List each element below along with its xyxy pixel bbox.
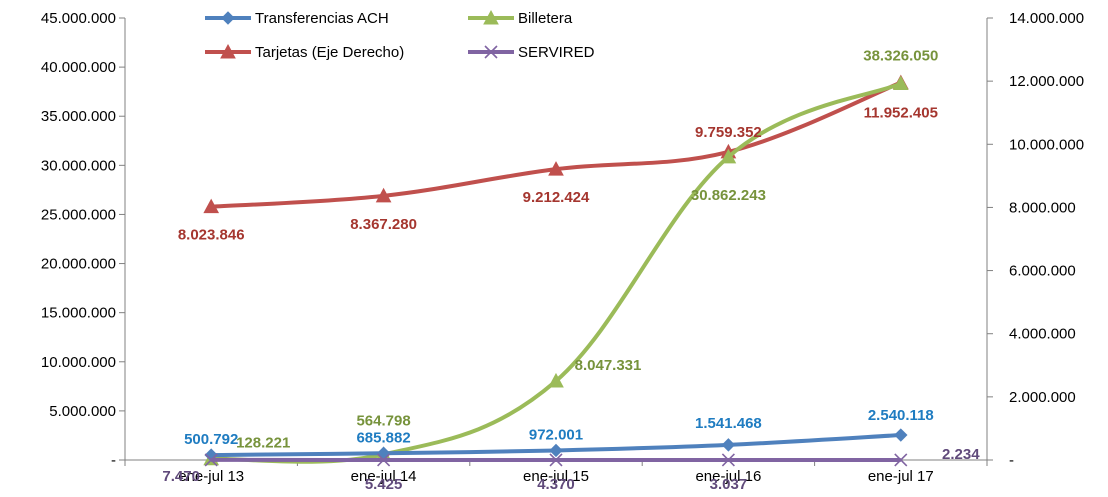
data-point-billetera xyxy=(548,372,564,388)
y-right-tick-label: 14.000.000 xyxy=(1009,10,1084,27)
y-right-tick-label: 4.000.000 xyxy=(1009,326,1076,343)
data-label-transferencias-ach: 2.540.118 xyxy=(868,407,934,424)
y-right-tick-label: 2.000.000 xyxy=(1009,389,1076,406)
y-left-tick-label: 25.000.000 xyxy=(41,206,116,223)
data-point-tarjetas-eje-derecho xyxy=(548,161,564,176)
data-label-tarjetas-eje-derecho: 8.023.846 xyxy=(178,227,245,244)
data-point-transferencias-ach xyxy=(549,443,563,458)
data-label-transferencias-ach: 1.541.468 xyxy=(695,415,762,432)
data-point-transferencias-ach xyxy=(894,428,908,442)
data-point-billetera xyxy=(892,75,909,91)
y-right-tick-label: 8.000.000 xyxy=(1009,199,1076,216)
data-label-servired: 2.234 xyxy=(942,446,980,463)
data-label-transferencias-ach: 972.001 xyxy=(529,426,583,443)
x-tick-label: ene-jul 16 xyxy=(695,468,761,485)
legend-label-transferencias-ach: Transferencias ACH xyxy=(255,10,389,27)
data-point-servired xyxy=(894,453,908,467)
data-point-servired xyxy=(377,453,391,467)
y-left-tick-label: 10.000.000 xyxy=(41,354,116,371)
y-right-tick-label: - xyxy=(1009,452,1014,469)
legend-marker-billetera xyxy=(483,9,499,25)
y-left-tick-label: 20.000.000 xyxy=(41,256,116,273)
x-tick-label: ene-jul 14 xyxy=(351,468,417,485)
legend-marker-transferencias-ach xyxy=(221,11,235,25)
y-left-tick-label: - xyxy=(111,452,116,469)
data-label-tarjetas-eje-derecho: 9.212.424 xyxy=(523,189,590,206)
data-label-servired: 3.037 xyxy=(710,476,748,493)
legend-marker-servired xyxy=(484,45,498,59)
data-point-servired xyxy=(204,453,218,467)
series-line-billetera xyxy=(211,81,902,464)
y-left-tick-label: 40.000.000 xyxy=(41,59,116,76)
data-point-servired xyxy=(721,453,735,467)
legend-label-billetera: Billetera xyxy=(518,10,573,27)
x-tick-label: ene-jul 13 xyxy=(178,468,244,485)
legend-label-servired: SERVIRED xyxy=(518,44,595,61)
data-point-transferencias-ach xyxy=(721,438,736,452)
data-label-billetera: 128.221 xyxy=(236,435,290,452)
x-tick-label: ene-jul 17 xyxy=(868,468,934,485)
y-left-tick-label: 5.000.000 xyxy=(49,403,116,420)
data-point-tarjetas-eje-derecho xyxy=(375,187,392,203)
data-label-billetera: 564.798 xyxy=(356,412,410,429)
data-label-transferencias-ach: 500.792 xyxy=(184,431,238,448)
data-point-tarjetas-eje-derecho xyxy=(203,198,220,214)
series-line-tarjetas-eje-derecho xyxy=(211,80,902,209)
y-right-tick-label: 6.000.000 xyxy=(1009,263,1076,280)
data-label-servired: 4.370 xyxy=(537,476,575,493)
y-left-tick-label: 45.000.000 xyxy=(41,10,116,27)
x-tick-label: ene-jul 15 xyxy=(523,468,589,485)
data-label-tarjetas-eje-derecho: 8.367.280 xyxy=(350,216,417,233)
data-label-tarjetas-eje-derecho: 11.952.405 xyxy=(864,105,938,122)
data-label-servired: 7.470 xyxy=(162,468,200,485)
y-left-tick-label: 15.000.000 xyxy=(41,305,116,322)
data-label-servired: 5.425 xyxy=(365,476,403,493)
y-right-tick-label: 12.000.000 xyxy=(1009,73,1084,90)
data-label-transferencias-ach: 685.882 xyxy=(356,429,410,446)
data-point-servired xyxy=(549,453,563,467)
data-label-billetera: 30.862.243 xyxy=(691,187,766,204)
legend-label-tarjetas-eje-derecho: Tarjetas (Eje Derecho) xyxy=(255,44,404,61)
y-left-tick-label: 35.000.000 xyxy=(41,108,116,125)
data-label-tarjetas-eje-derecho: 9.759.352 xyxy=(695,124,762,141)
data-label-billetera: 8.047.331 xyxy=(575,357,642,374)
data-label-billetera: 38.326.050 xyxy=(863,48,938,65)
legend-marker-tarjetas-eje-derecho xyxy=(220,43,236,59)
y-right-tick-label: 10.000.000 xyxy=(1009,136,1084,153)
y-left-tick-label: 30.000.000 xyxy=(41,157,116,174)
data-point-billetera xyxy=(720,148,737,164)
